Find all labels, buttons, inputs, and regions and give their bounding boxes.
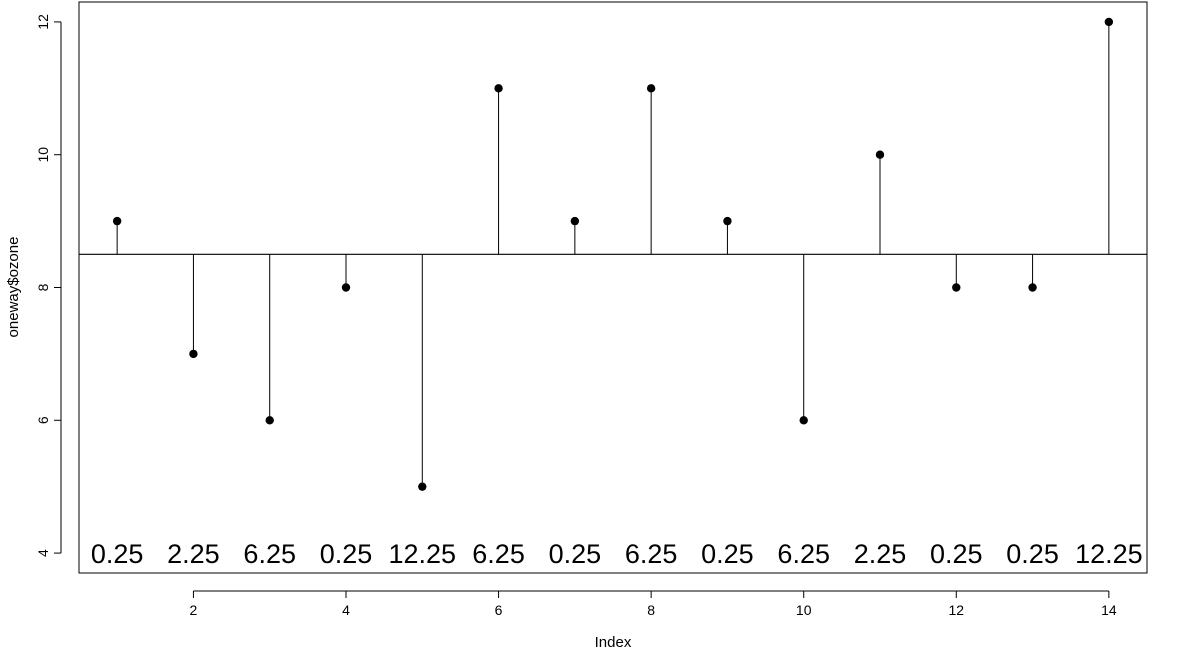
data-label: 0.25 <box>1006 539 1059 569</box>
points-group <box>112 17 1114 491</box>
data-point <box>341 283 351 292</box>
data-label: 6.25 <box>625 539 678 569</box>
data-label: 0.25 <box>320 539 373 569</box>
data-label: 0.25 <box>701 539 754 569</box>
data-point <box>418 482 427 491</box>
x-axis-title: Index <box>595 634 632 651</box>
data-point <box>265 416 274 425</box>
data-point <box>875 150 885 159</box>
x-tick-label: 10 <box>796 602 812 618</box>
x-tick-label: 4 <box>342 602 350 618</box>
x-tick-label: 14 <box>1101 602 1117 618</box>
data-point <box>952 283 961 292</box>
y-tick-label: 4 <box>35 549 51 557</box>
data-point <box>646 84 656 93</box>
y-axis: 4 6 8 10 12 <box>35 14 62 557</box>
data-label: 0.25 <box>930 539 983 569</box>
y-axis-title: oneway$ozone <box>5 237 22 338</box>
data-label: 12.25 <box>1075 539 1143 569</box>
data-label: 6.25 <box>472 539 525 569</box>
x-axis: 2 4 6 8 10 12 14 <box>190 590 1117 618</box>
x-tick-label: 2 <box>190 602 198 618</box>
data-point <box>723 216 732 226</box>
x-tick-label: 12 <box>948 602 964 618</box>
data-labels-group: 0.25 2.25 6.25 0.25 12.25 6.25 0.25 6.25 0.25 6.2… <box>91 539 1143 569</box>
data-point <box>494 84 503 93</box>
data-point <box>112 216 122 226</box>
y-tick-label: 10 <box>35 147 51 163</box>
y-tick-label: 8 <box>35 283 51 291</box>
data-label: 2.25 <box>854 539 907 569</box>
x-tick-label: 6 <box>495 602 503 618</box>
data-label: 12.25 <box>388 539 456 569</box>
data-point <box>189 349 198 359</box>
data-point <box>799 416 808 425</box>
y-tick-label: 6 <box>35 416 51 424</box>
data-point <box>1104 17 1114 27</box>
data-label: 2.25 <box>167 539 220 569</box>
data-point <box>570 216 580 226</box>
stems-group <box>116 21 1110 487</box>
data-label: 0.25 <box>91 539 144 569</box>
data-point <box>1028 283 1037 292</box>
plot-frame <box>78 1 1148 574</box>
x-tick-label: 8 <box>647 602 655 618</box>
data-label: 0.25 <box>549 539 602 569</box>
data-label: 6.25 <box>243 539 296 569</box>
y-tick-label: 12 <box>35 14 51 30</box>
data-label: 6.25 <box>777 539 830 569</box>
